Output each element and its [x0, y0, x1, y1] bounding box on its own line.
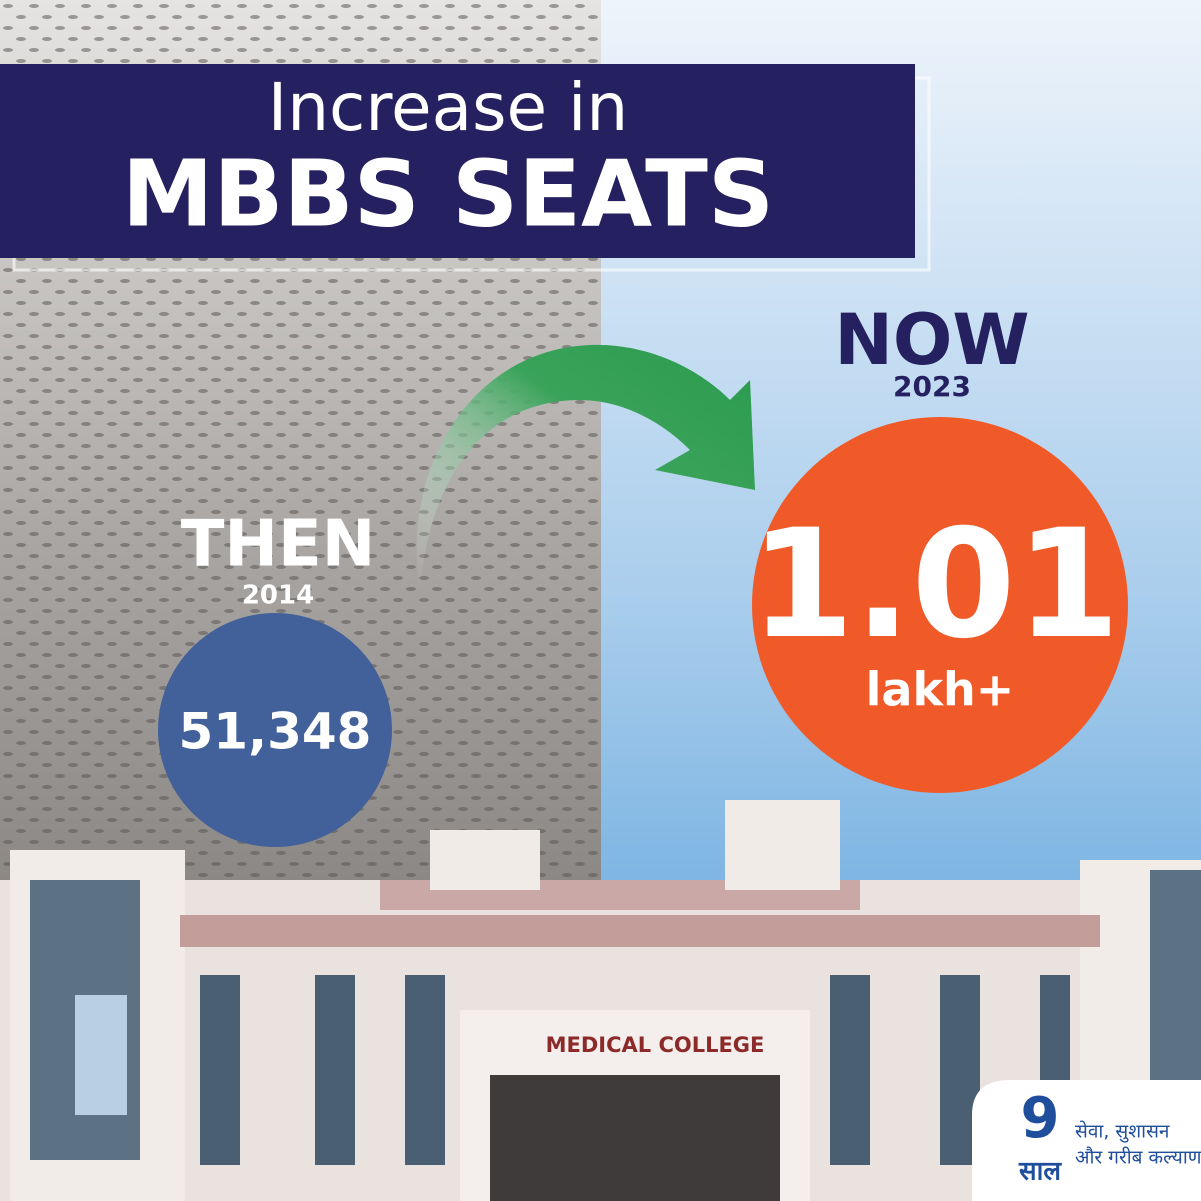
logo-tagline2: और गरीब कल्याण: [1075, 1146, 1201, 1169]
logo-word: साल: [1018, 1157, 1062, 1187]
logo-number: 9: [1021, 1086, 1060, 1151]
now-circle: [752, 417, 1128, 793]
then-year: 2014: [242, 581, 314, 611]
now-label: NOW: [834, 299, 1029, 381]
then-value: 51,348: [179, 703, 372, 761]
now-unit: lakh+: [866, 663, 1015, 717]
title-line1: Increase in: [268, 69, 628, 146]
arrow: [416, 344, 755, 590]
now-year: 2023: [893, 370, 971, 403]
now-value: 1.01: [750, 498, 1120, 672]
building-sign: MEDICAL COLLEGE: [546, 1033, 765, 1057]
then-circle: [158, 613, 392, 847]
title-line2: MBBS SEATS: [122, 140, 774, 247]
title-banner: [0, 64, 915, 258]
logo-tagline1: सेवा, सुशासन: [1075, 1120, 1170, 1144]
logo-panel: [972, 1080, 1201, 1201]
then-label: THEN: [181, 508, 376, 582]
